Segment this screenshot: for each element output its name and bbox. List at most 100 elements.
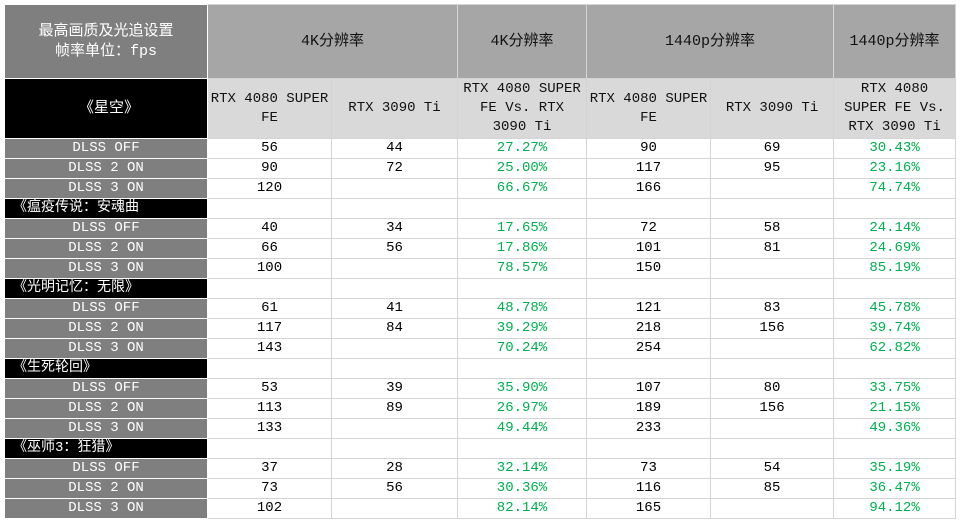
ratio-cell: 74.74% [833,178,957,199]
empty-cell [457,438,588,459]
ratio-cell: 62.82% [833,338,957,359]
empty-cell [330,178,459,199]
empty-cell [833,438,957,459]
ratio-cell: 36.47% [833,478,957,499]
data-row: DLSS OFF 37 28 32.14% 73 54 35.19% [4,458,957,479]
ratio-cell: 23.16% [833,158,957,179]
ratio-cell: 24.14% [833,218,957,239]
empty-cell [457,278,588,299]
row-label: DLSS 2 ON [4,158,208,179]
data-row: DLSS 3 ON 133 49.44% 233 49.36% [4,418,957,439]
game-title: 《巫师3：狂猎》 [4,438,208,459]
empty-cell [457,358,588,379]
fps-cell: 156 [710,318,835,339]
ratio-cell: 26.97% [457,398,588,419]
empty-cell [330,258,459,279]
data-row: DLSS 3 ON 100 78.57% 150 85.19% [4,258,957,279]
ratio-cell: 17.65% [457,218,588,239]
data-row: DLSS OFF 53 39 35.90% 107 80 33.75% [4,378,957,399]
ratio-cell: 30.36% [457,478,588,499]
fps-cell: 56 [330,238,459,259]
empty-cell [207,278,332,299]
data-row: DLSS 3 ON 120 66.67% 166 74.74% [4,178,957,199]
row-label: DLSS 3 ON [4,338,208,359]
fps-cell: 73 [207,478,332,499]
fps-cell: 254 [586,338,712,359]
empty-cell [833,278,957,299]
fps-cell: 66 [207,238,332,259]
ratio-cell: 85.19% [833,258,957,279]
row-label: DLSS 2 ON [4,398,208,419]
fps-cell: 53 [207,378,332,399]
data-row: DLSS 3 ON 143 70.24% 254 62.82% [4,338,957,359]
ratio-cell: 33.75% [833,378,957,399]
data-row: DLSS 2 ON 113 89 26.97% 189 156 21.15% [4,398,957,419]
ratio-cell: 49.36% [833,418,957,439]
data-row: DLSS OFF 61 41 48.78% 121 83 45.78% [4,298,957,319]
fps-cell: 34 [330,218,459,239]
empty-cell [330,438,459,459]
empty-cell [710,258,835,279]
fps-cell: 90 [586,138,712,159]
fps-cell: 85 [710,478,835,499]
empty-cell [330,498,459,519]
data-row: DLSS 2 ON 117 84 39.29% 218 156 39.74% [4,318,957,339]
ratio-cell: 21.15% [833,398,957,419]
corner-cell: 最高画质及光追设置 帧率单位：fps [4,4,208,79]
fps-cell: 61 [207,298,332,319]
empty-cell [207,358,332,379]
empty-cell [207,438,332,459]
fps-cell: 80 [710,378,835,399]
fps-cell: 218 [586,318,712,339]
column-header: RTX 4080 SUPER FE Vs. RTX 3090 Ti [833,78,957,139]
fps-cell: 89 [330,398,459,419]
fps-cell: 56 [330,478,459,499]
empty-cell [457,198,588,219]
empty-cell [330,278,459,299]
fps-cell: 117 [586,158,712,179]
empty-cell [833,358,957,379]
ratio-cell: 17.86% [457,238,588,259]
game-title: 《光明记忆：无限》 [4,278,208,299]
row-label: DLSS 2 ON [4,478,208,499]
group-header: 4K分辨率 [457,4,588,79]
row-label: DLSS OFF [4,218,208,239]
empty-cell [586,358,712,379]
column-header: RTX 4080 SUPER FE [207,78,332,139]
empty-cell [710,278,835,299]
data-row: DLSS OFF 56 44 27.27% 90 69 30.43% [4,138,957,159]
fps-cell: 28 [330,458,459,479]
fps-cell: 156 [710,398,835,419]
data-row: DLSS 2 ON 73 56 30.36% 116 85 36.47% [4,478,957,499]
empty-cell [710,198,835,219]
fps-cell: 100 [207,258,332,279]
empty-cell [710,418,835,439]
ratio-cell: 48.78% [457,298,588,319]
group-header: 4K分辨率 [206,4,459,79]
fps-cell: 165 [586,498,712,519]
empty-cell [330,358,459,379]
header-row: 《星空》 RTX 4080 SUPER FE RTX 3090 Ti RTX 4080… [4,78,957,139]
fps-cell: 54 [710,458,835,479]
row-label: DLSS 3 ON [4,418,208,439]
fps-cell: 117 [207,318,332,339]
fps-cell: 102 [207,498,332,519]
column-header: RTX 3090 Ti [330,78,459,139]
row-label: DLSS 3 ON [4,178,208,199]
fps-cell: 107 [586,378,712,399]
ratio-cell: 30.43% [833,138,957,159]
fps-cell: 58 [710,218,835,239]
empty-cell [586,278,712,299]
ratio-cell: 35.19% [833,458,957,479]
ratio-cell: 78.57% [457,258,588,279]
fps-cell: 81 [710,238,835,259]
row-label: DLSS 2 ON [4,318,208,339]
game-row: 《瘟疫传说：安魂曲 [4,198,957,219]
fps-cell: 166 [586,178,712,199]
ratio-cell: 82.14% [457,498,588,519]
row-label: DLSS OFF [4,458,208,479]
fps-cell: 233 [586,418,712,439]
header-row: 最高画质及光追设置 帧率单位：fps 4K分辨率 4K分辨率 1440p分辨率 1440p… [4,4,957,79]
row-label: DLSS 2 ON [4,238,208,259]
corner-text: 帧率单位：fps [54,42,157,60]
